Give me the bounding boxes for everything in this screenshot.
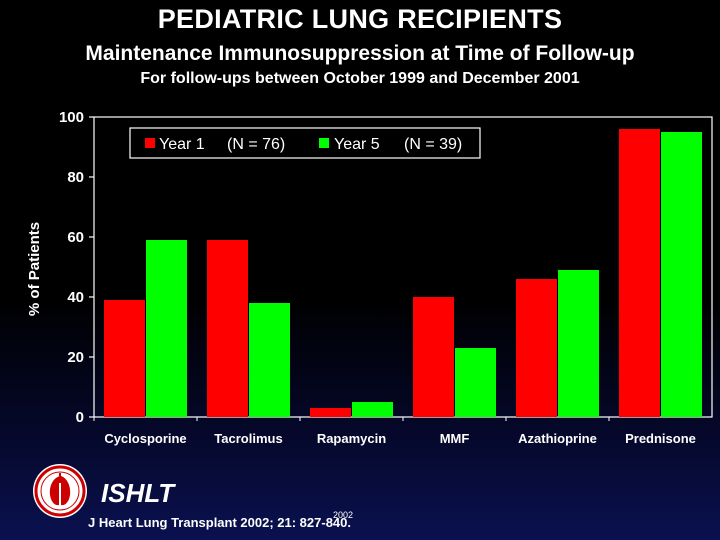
date-range-subtitle: For follow-ups between October 1999 and …: [140, 70, 580, 87]
y-tick-label: 60: [67, 229, 84, 246]
y-tick-label: 20: [67, 349, 84, 366]
bar-mmf-year-5: [455, 348, 496, 417]
legend-label-year-1: Year 1: [159, 136, 205, 153]
x-tick-label: Prednisone: [625, 431, 696, 446]
page-title: PEDIATRIC LUNG RECIPIENTS: [157, 4, 563, 34]
x-tick-label: Azathioprine: [518, 431, 597, 446]
citation: J Heart Lung Transplant 2002; 21: 827-84…: [88, 515, 351, 530]
bar-prednisone-year-5: [661, 132, 702, 417]
y-tick-label: 80: [67, 169, 84, 186]
bar-tacrolimus-year-1: [207, 240, 248, 417]
page-subtitle: Maintenance Immunosuppression at Time of…: [85, 42, 635, 65]
bar-azathioprine-year-1: [516, 279, 557, 417]
bar-cyclosporine-year-5: [146, 240, 187, 417]
ishlt-logo-icon: [33, 464, 87, 518]
x-tick-label: MMF: [440, 431, 470, 446]
y-axis-label: % of Patients: [26, 222, 43, 316]
legend-box: [129, 127, 481, 159]
y-tick-label: 0: [76, 409, 84, 426]
bar-rapamycin-year-1: [310, 408, 351, 417]
y-tick-label: 40: [67, 289, 84, 306]
legend-n-year-1: (N = 76): [227, 136, 285, 153]
bar-rapamycin-year-5: [352, 402, 393, 417]
legend-swatch-year-5: [319, 138, 329, 148]
year-mark: 2002: [333, 510, 354, 520]
y-tick-label: 100: [59, 109, 84, 126]
bar-mmf-year-1: [413, 297, 454, 417]
x-tick-label: Cyclosporine: [104, 431, 186, 446]
legend-label-year-5: Year 5: [334, 136, 380, 153]
legend-n-year-5: (N = 39): [404, 136, 462, 153]
bar-tacrolimus-year-5: [249, 303, 290, 417]
bar-prednisone-year-1: [619, 129, 660, 417]
bar-azathioprine-year-5: [558, 270, 599, 417]
ishlt-label: ISHLT: [101, 478, 175, 508]
legend-swatch-year-1: [145, 138, 155, 148]
bar-cyclosporine-year-1: [104, 300, 145, 417]
x-tick-label: Rapamycin: [317, 431, 386, 446]
x-tick-label: Tacrolimus: [214, 431, 282, 446]
